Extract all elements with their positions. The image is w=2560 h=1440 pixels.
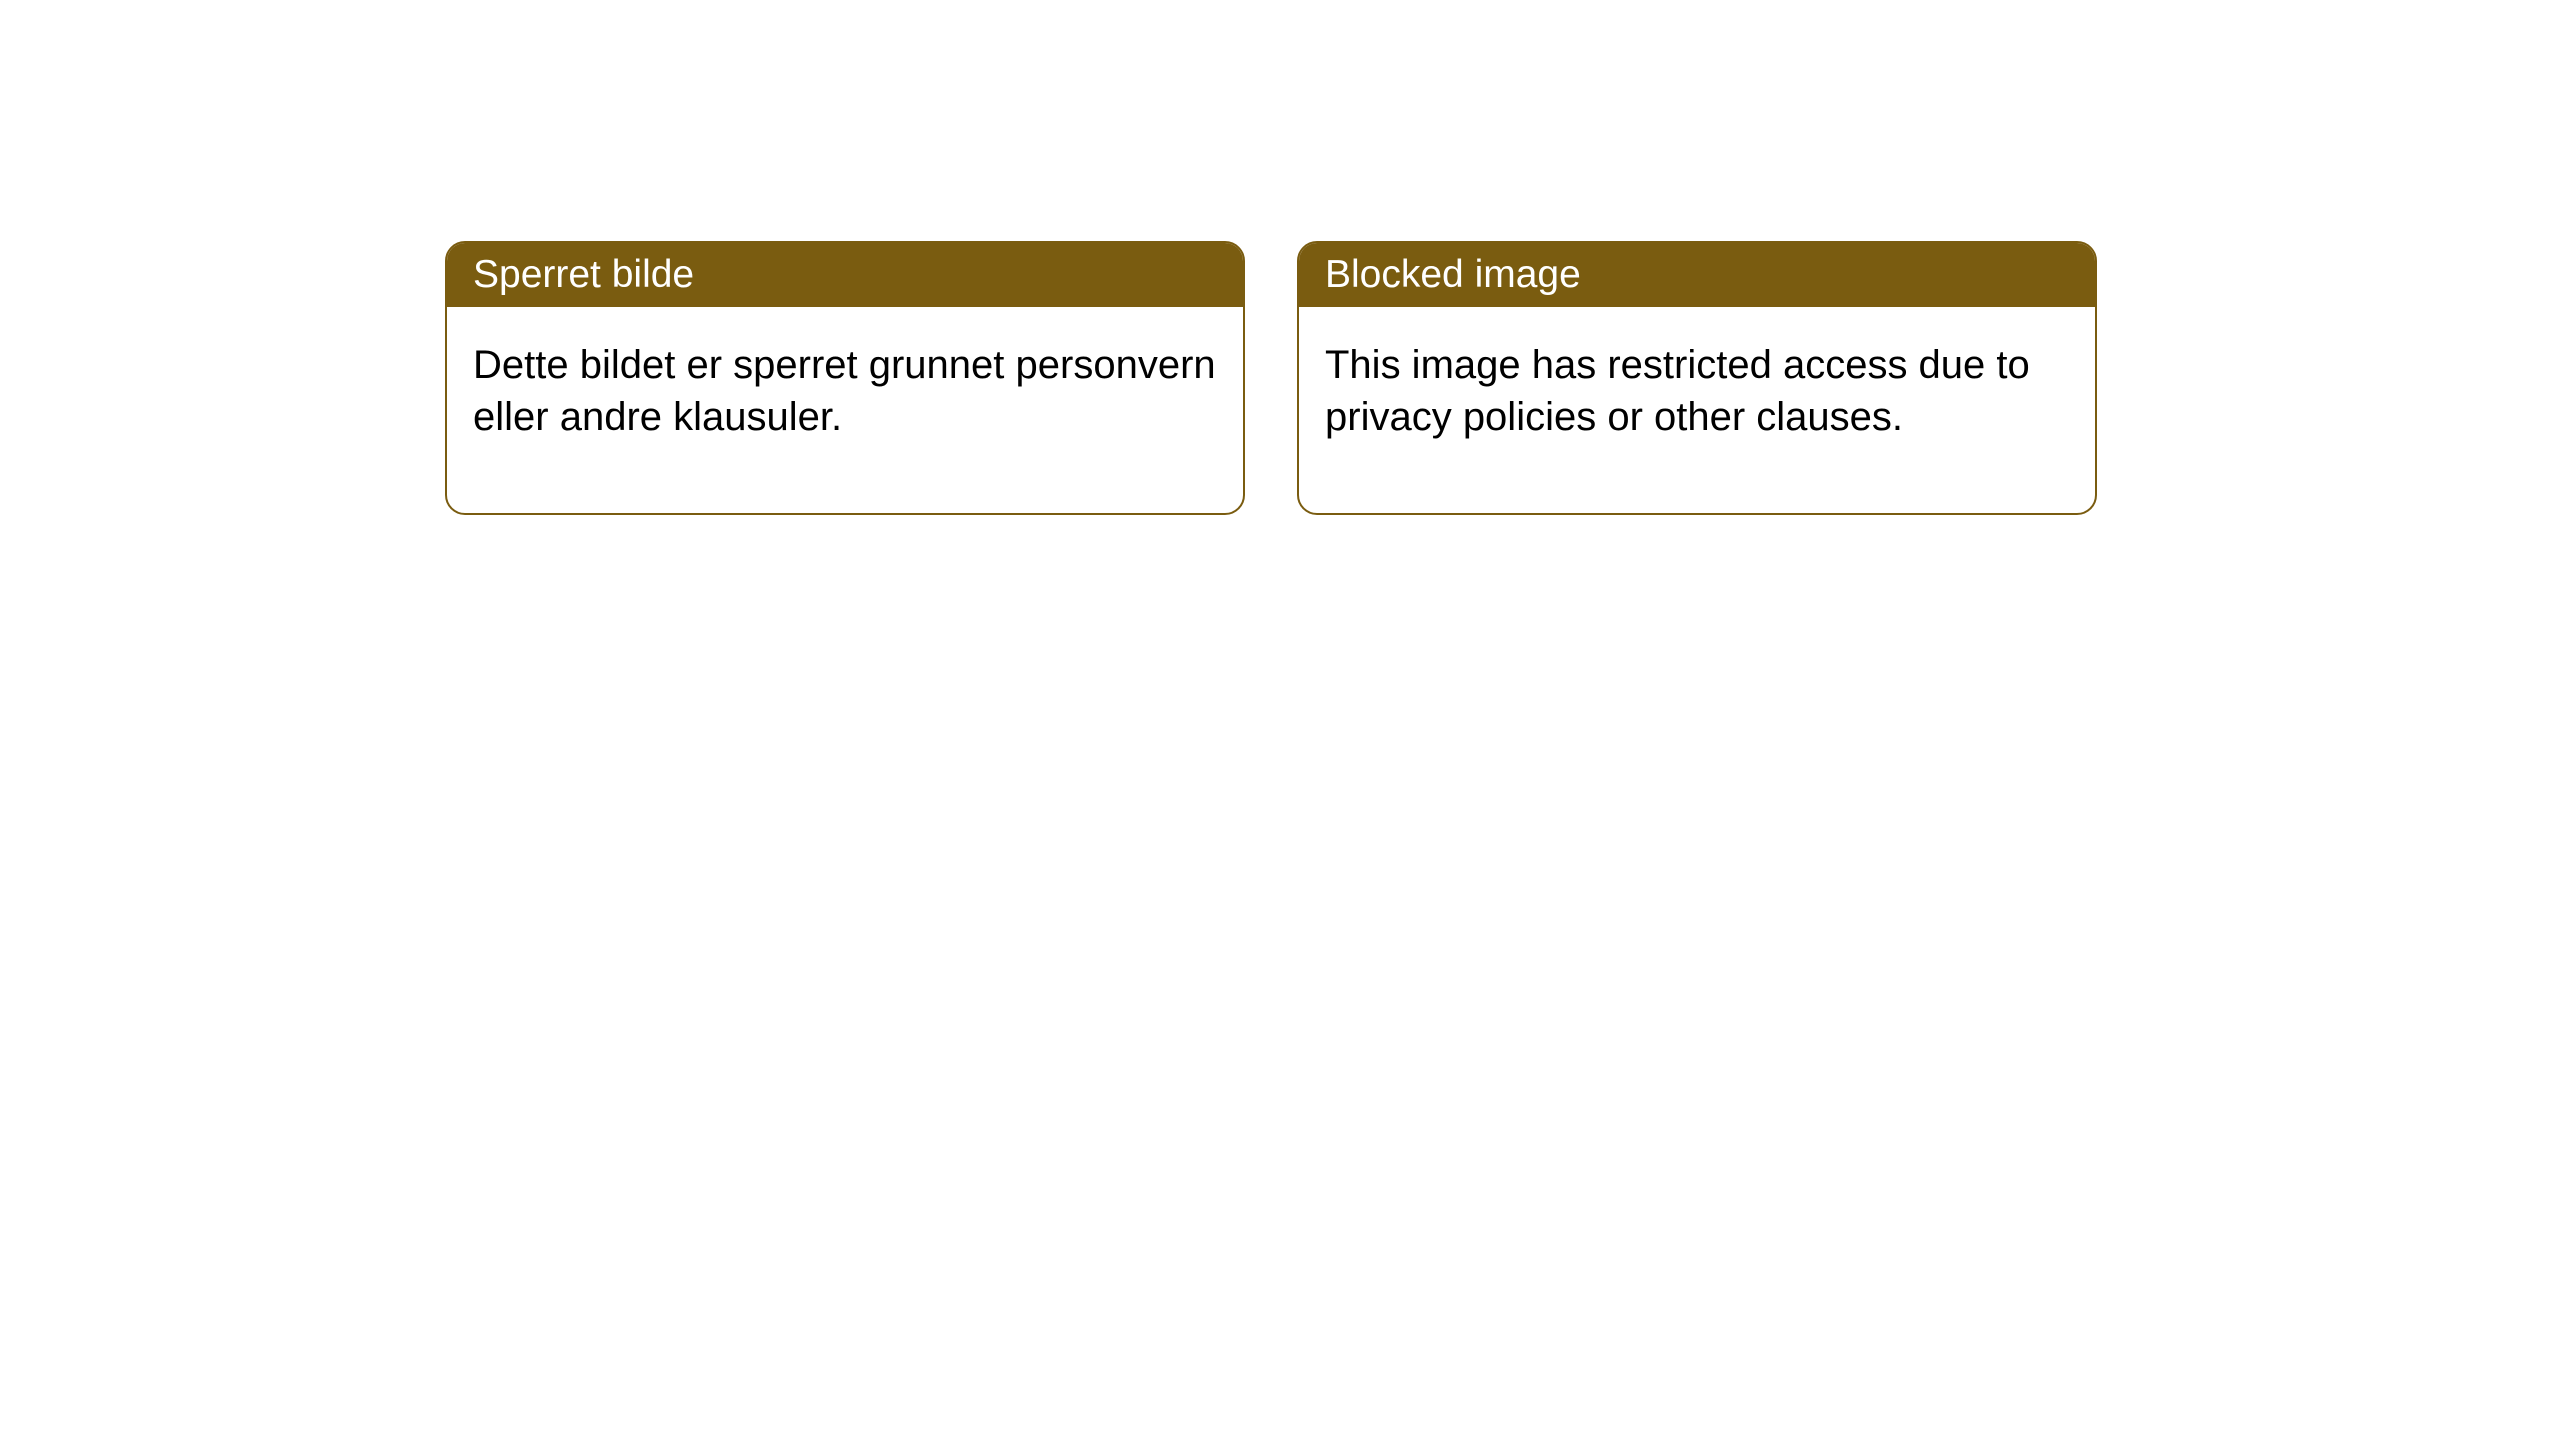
- card-title: Blocked image: [1325, 253, 1581, 296]
- blocked-image-card-no: Sperret bilde Dette bildet er sperret gr…: [445, 241, 1245, 515]
- card-title: Sperret bilde: [473, 253, 694, 296]
- blocked-image-card-en: Blocked image This image has restricted …: [1297, 241, 2097, 515]
- card-header: Sperret bilde: [447, 243, 1243, 307]
- card-body: Dette bildet er sperret grunnet personve…: [447, 307, 1243, 513]
- card-body-text: Dette bildet er sperret grunnet personve…: [473, 343, 1216, 439]
- card-header: Blocked image: [1299, 243, 2095, 307]
- cards-container: Sperret bilde Dette bildet er sperret gr…: [445, 241, 2097, 515]
- card-body-text: This image has restricted access due to …: [1325, 343, 2030, 439]
- card-body: This image has restricted access due to …: [1299, 307, 2095, 513]
